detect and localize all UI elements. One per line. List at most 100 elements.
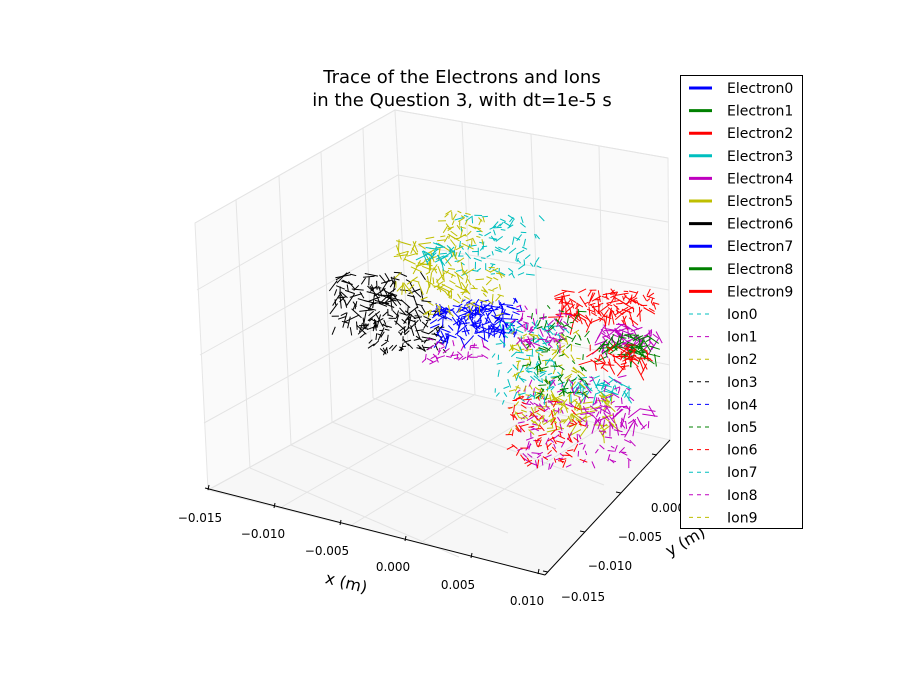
trace-segment [584, 450, 588, 456]
trace-segment [448, 267, 456, 270]
trace-segment [392, 310, 399, 318]
trace-segment [489, 267, 499, 273]
trace-segment [532, 317, 536, 326]
trace-segment [643, 307, 652, 313]
trace-segment [397, 331, 403, 336]
trace-segment [440, 305, 447, 310]
trace-segment [488, 289, 495, 292]
trace-segment [516, 249, 525, 255]
trace-segment [492, 221, 499, 229]
trace-segment [511, 236, 515, 245]
legend-entry-label: Ion1 [727, 330, 757, 346]
trace-segment [574, 314, 578, 321]
trace-segment [570, 378, 577, 382]
trace-segment [558, 389, 565, 396]
trace-segment [526, 367, 534, 370]
trace-segment [425, 309, 431, 316]
trace-segment [638, 306, 641, 322]
trace-segment [565, 343, 572, 349]
trace-segment [556, 425, 565, 430]
trace-segment [382, 323, 388, 328]
trace-segment [590, 406, 601, 410]
trace-segment [539, 372, 546, 378]
trace-segment [565, 403, 573, 408]
trace-segment [550, 429, 557, 436]
trace-segment [553, 458, 557, 463]
trace-segment [470, 346, 479, 349]
trace-segment [539, 328, 544, 337]
trace-segment [599, 304, 610, 313]
trace-segment [418, 243, 426, 250]
trace-segment [454, 217, 464, 221]
trace-segment [569, 412, 575, 417]
trace-segment [435, 341, 438, 346]
trace-segment [445, 223, 452, 230]
trace-segment [632, 421, 636, 437]
trace-segment [561, 304, 565, 313]
trace-segment [561, 409, 564, 414]
trace-segment [550, 359, 556, 365]
trace-segment [600, 332, 613, 341]
trace-segment [625, 420, 628, 429]
trace-segment [588, 306, 591, 316]
trace-segment [608, 307, 612, 318]
trace-segment [523, 238, 526, 247]
trace-segment [628, 418, 637, 429]
trace-segment [620, 421, 626, 429]
trace-segment [619, 336, 627, 339]
trace-segment [643, 331, 653, 337]
trace-segment [580, 365, 584, 372]
trace-segment [538, 433, 547, 437]
trace-segment [516, 395, 524, 400]
trace-segment [530, 406, 535, 414]
trace-segment [630, 326, 643, 332]
trace-segment [648, 307, 655, 312]
trace-segment [500, 229, 506, 231]
trace-segment [506, 305, 513, 309]
trace-segment [391, 344, 398, 352]
trace-segment [558, 324, 565, 332]
trace-segment [498, 246, 505, 251]
trace-segment [558, 332, 564, 334]
trace-segment [364, 273, 378, 277]
trace-segment [558, 430, 563, 434]
trace-segment [541, 457, 544, 466]
x-tick-mark [339, 519, 342, 526]
trace-segment [516, 304, 522, 308]
legend-entry-label: Ion6 [727, 443, 758, 459]
trace-segment [520, 216, 524, 224]
trace-segment [646, 295, 655, 300]
trace-segment [601, 295, 606, 299]
trace-segment [508, 267, 514, 273]
trace-segment [475, 329, 484, 335]
trace-segment [340, 312, 347, 317]
trace-segment [442, 250, 455, 259]
trace-segment [569, 308, 572, 316]
trace-segment [628, 310, 635, 327]
trace-segment [542, 313, 545, 321]
trace-segment [543, 416, 556, 426]
trace-segment [478, 217, 483, 222]
trace-segment [516, 342, 521, 351]
trace-segment [439, 252, 447, 255]
trace-segment [628, 406, 631, 416]
trace-segment [431, 248, 439, 255]
trace-segment [462, 269, 468, 277]
trace-segment [467, 230, 472, 236]
trace-segment [639, 345, 646, 361]
grid-line [278, 175, 292, 446]
grid-line [196, 174, 669, 291]
trace-segment [561, 289, 575, 293]
trace-segment [555, 340, 561, 344]
trace-segment [650, 301, 654, 306]
trace-segment [567, 449, 574, 452]
trace-segment [464, 252, 471, 260]
trace-segment [554, 294, 571, 299]
trace-segment [525, 338, 533, 341]
trace-segment [557, 435, 566, 440]
trace-segment [553, 318, 557, 322]
trace-segment [476, 306, 485, 316]
trace-segment [524, 459, 533, 465]
trace-segment [505, 322, 509, 328]
trace-segment [435, 285, 446, 293]
